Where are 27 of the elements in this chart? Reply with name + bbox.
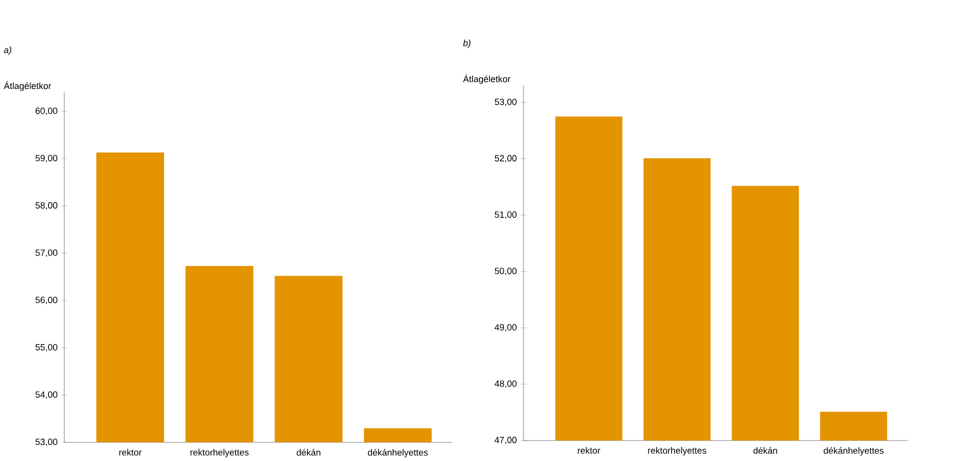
y-tick-label: 56,00 [36, 296, 58, 304]
y-axis-title: Átlagéletkor [4, 81, 52, 91]
x-tick-label: dékán [296, 449, 320, 456]
x-tick-label: rektorhelyettes [648, 447, 706, 456]
x-tick-label: rektor [119, 449, 142, 456]
y-tick-label: 53,00 [494, 98, 517, 106]
chart-title: b) [463, 40, 470, 48]
y-axis-title: Átlagéletkor [463, 74, 510, 84]
y-tick-label: 58,00 [36, 202, 58, 210]
x-tick-label: rektorhelyettes [190, 449, 249, 458]
y-tick-label: 51,00 [494, 212, 517, 219]
y-tick-label: 48,00 [494, 380, 517, 388]
y-tick-label: 55,00 [36, 344, 58, 352]
y-tick-label: 53,00 [36, 438, 58, 446]
x-tick-label: dékán [753, 447, 778, 454]
y-tick-label: 59,00 [36, 155, 58, 162]
x-tick-label: rektor [578, 447, 600, 454]
y-tick-label: 57,00 [36, 250, 58, 258]
y-tick-label: 47,00 [494, 436, 517, 444]
y-tick-label: 50,00 [494, 268, 517, 276]
y-tick-label: 54,00 [36, 391, 58, 399]
y-tick-label: 52,00 [494, 155, 517, 163]
y-tick-label: 60,00 [36, 108, 58, 116]
chart-title: a) [4, 46, 12, 55]
x-tick-label: dékánhelyettes [824, 447, 884, 456]
x-tick-label: dékánhelyettes [368, 449, 428, 458]
y-tick-label: 49,00 [494, 324, 517, 332]
